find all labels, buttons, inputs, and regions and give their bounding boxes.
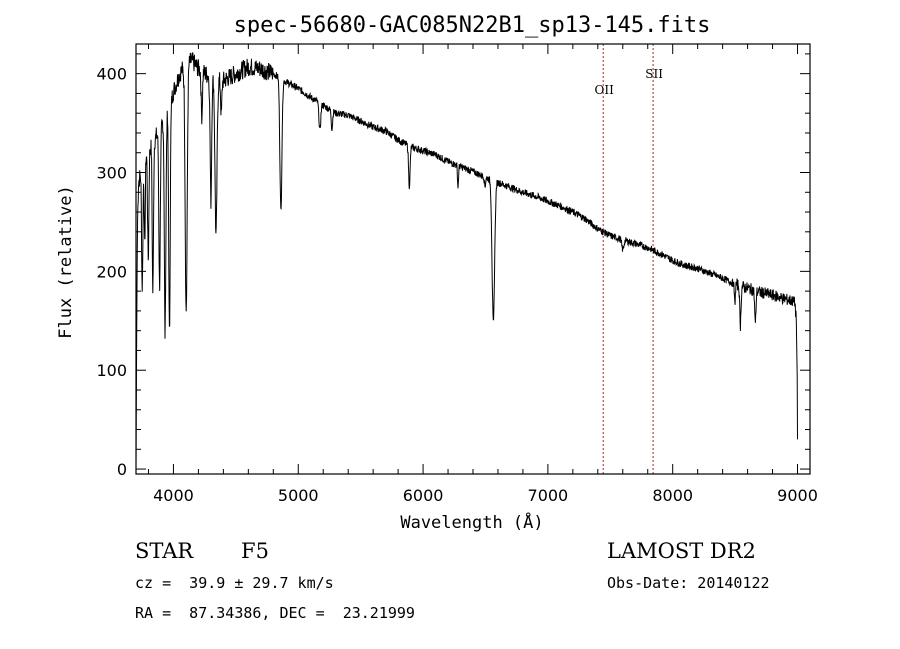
spectrum-series [135,52,798,470]
x-tick-label: 4000 [153,486,194,505]
redshift-value: cz = 39.9 ± 29.7 km/s [135,574,334,592]
x-tick-label: 6000 [403,486,444,505]
survey-release: LAMOST DR2 [607,539,756,563]
y-tick-label: 300 [96,164,127,183]
sky-coordinates: RA = 87.34386, DEC = 23.21999 [135,604,415,622]
x-tick-label: 5000 [278,486,319,505]
object-class: STAR [135,539,194,563]
x-tick-label: 8000 [652,486,693,505]
spectrum-line [135,52,798,470]
y-tick-label: 100 [96,361,127,380]
spectrum-chart: spec-56680-GAC085N22B1_sp13-145.fits OII… [56,13,818,533]
reference-lines: OII SII [595,44,663,474]
y-tick-label: 400 [96,65,127,84]
x-tick-label: 9000 [777,486,818,505]
axis-ticks: 4000 5000 6000 7000 8000 9000 0 100 200 300 400 [96,44,818,505]
y-axis-label: Flux (relative) [56,185,76,339]
reference-line-label: SII [645,67,663,81]
observation-date: Obs-Date: 20140122 [607,574,770,592]
y-tick-label: 200 [96,262,127,281]
chart-title: spec-56680-GAC085N22B1_sp13-145.fits [234,13,711,38]
x-tick-label: 7000 [528,486,569,505]
plot-frame [135,43,811,475]
reference-line-label: OII [595,83,615,97]
y-tick-label: 0 [117,460,127,479]
x-axis-label: Wavelength (Å) [400,511,543,533]
spectral-subclass: F5 [241,539,269,563]
